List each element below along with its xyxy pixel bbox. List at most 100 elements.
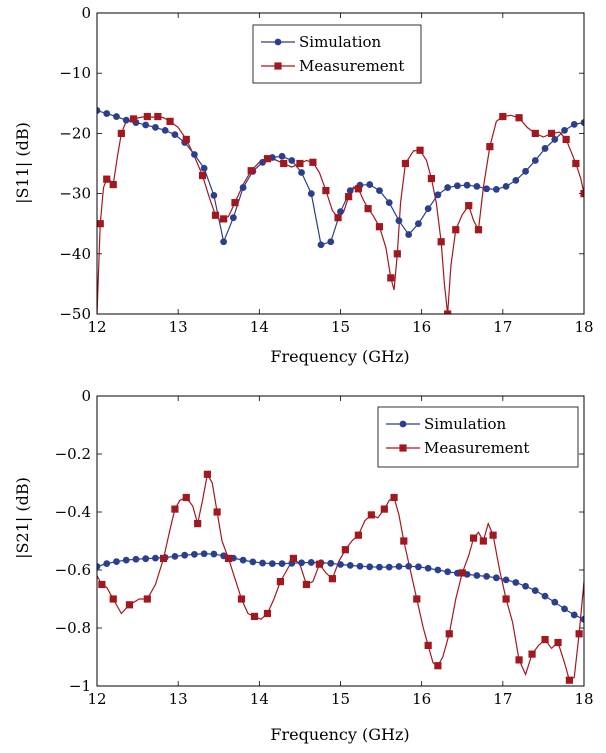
s11-legend: Simulation Measurement xyxy=(252,24,422,84)
s11-xtick-label: 15 xyxy=(331,318,350,336)
s11-simulation-point xyxy=(229,214,237,222)
s21-measurement-point xyxy=(575,630,583,638)
s21-simulation-point xyxy=(249,558,257,566)
legend-label: Measurement xyxy=(299,57,404,75)
s11-simulation-point xyxy=(453,182,461,190)
s21-simulation-point xyxy=(492,574,500,582)
s11-ylabel: |S11| (dB) xyxy=(13,122,32,204)
legend-marker xyxy=(274,62,282,70)
s21-measurement-point xyxy=(479,537,487,545)
s21-measurement-point xyxy=(470,534,478,542)
s21-measurement-point xyxy=(237,595,246,603)
s21-measurement-point xyxy=(171,505,179,513)
s11-measurement-point xyxy=(117,129,125,137)
s21-simulation-point xyxy=(561,605,568,613)
legend-label: Simulation xyxy=(299,33,382,51)
s21-measurement-point xyxy=(380,505,388,513)
s11-measurement-point xyxy=(109,180,117,189)
s11-measurement-point xyxy=(486,143,494,151)
s11-xtick-label: 16 xyxy=(412,318,431,336)
s11-simulation-point xyxy=(541,145,549,152)
s11-measurement-point xyxy=(452,226,460,234)
s21-simulation-point xyxy=(385,563,393,571)
s11-simulation-point xyxy=(376,187,383,194)
s11-measurement-point xyxy=(580,190,584,198)
s21-simulation-point xyxy=(122,556,130,564)
s21-xtick-label: 15 xyxy=(331,690,350,708)
s11-ytick-label: −10 xyxy=(59,64,91,82)
s11-measurement-point xyxy=(211,211,220,219)
legend-marker xyxy=(399,444,407,452)
s21-simulation-point xyxy=(512,579,520,586)
s11-xtick-label: 14 xyxy=(250,318,269,336)
s21-legend: Simulation Measurement xyxy=(377,406,579,468)
s11-measurement-point xyxy=(515,114,523,122)
s11-measurement-point xyxy=(562,135,570,144)
s11-xtick-label: 13 xyxy=(169,318,188,336)
s11-simulation-point xyxy=(317,241,325,249)
s11-measurement-point xyxy=(401,159,410,168)
s21-xtick-label: 14 xyxy=(250,690,269,708)
s21-xtick-label: 17 xyxy=(493,690,512,708)
s21-measurement-point xyxy=(203,470,211,478)
legend-label: Simulation xyxy=(424,415,507,433)
s11-measurement-point xyxy=(375,223,384,231)
s21-simulation-point xyxy=(171,552,179,560)
s21-xtick-label: 13 xyxy=(169,690,188,708)
s11-simulation-point xyxy=(463,181,471,189)
s11-simulation-point xyxy=(161,126,169,134)
s11-simulation-point xyxy=(522,167,529,175)
s21-ytick-label: −0.2 xyxy=(55,445,91,463)
s11-simulation-point xyxy=(288,157,296,164)
s21-simulation-point xyxy=(356,562,364,570)
s11-simulation-point xyxy=(220,238,228,246)
s11-simulation-point xyxy=(415,220,422,228)
chart-s21: |S21| (dB) Frequency (GHz) 12 13 14 15 16 17 1… xyxy=(13,387,594,744)
s21-xtick-label: 16 xyxy=(412,690,431,708)
s11-measurement-point xyxy=(97,220,104,228)
s11-xlabel: Frequency (GHz) xyxy=(270,347,409,366)
s21-simulation-point xyxy=(327,559,335,567)
s21-simulation-point xyxy=(570,611,578,619)
s21-measurement-point xyxy=(445,630,453,638)
s21-simulation-point xyxy=(346,561,354,569)
s11-measurement-point xyxy=(444,310,452,314)
s21-simulation-point xyxy=(424,564,432,572)
s21-simulation-point xyxy=(502,576,510,584)
s21-measurement-point xyxy=(194,520,202,528)
s11-measurement-point xyxy=(309,158,317,166)
s21-legend-entry-measurement: Measurement xyxy=(386,439,529,457)
s11-simulation-point xyxy=(385,199,393,207)
s21-measurement-line xyxy=(97,472,584,682)
s11-measurement-point xyxy=(393,250,401,258)
s11-ytick-label: −20 xyxy=(59,124,91,142)
s21-simulation-point xyxy=(415,563,422,571)
s11-simulation-point xyxy=(561,126,568,134)
s21-simulation-point xyxy=(113,558,120,565)
s21-simulation-point xyxy=(181,551,189,559)
s21-axes-frame xyxy=(96,395,585,687)
s21-simulation-point xyxy=(307,559,315,566)
s21-measurement-point xyxy=(213,508,221,516)
s21-simulation-point xyxy=(551,598,559,606)
s11-simulation-point xyxy=(424,205,432,213)
s21-measurement-point xyxy=(515,656,523,664)
legend-marker xyxy=(399,420,407,428)
s21-legend-box xyxy=(377,406,579,468)
s21-xtick-label: 12 xyxy=(87,690,106,708)
s21-measurement-point xyxy=(502,595,510,603)
s21-measurement-point xyxy=(367,511,375,519)
s11-simulation-point xyxy=(122,116,130,124)
s21-measurement-point xyxy=(276,578,285,586)
s21-simulation-point xyxy=(395,563,403,570)
s11-simulation-point xyxy=(395,217,403,225)
s21-simulation-point xyxy=(434,566,442,574)
s21-measurement-point xyxy=(528,650,536,658)
s11-measurement-point xyxy=(437,238,445,246)
s11-xtick-label: 12 xyxy=(87,318,106,336)
s21-simulation-point xyxy=(405,562,413,570)
s11-measurement-point xyxy=(474,226,483,234)
s11-measurement-point xyxy=(166,117,174,125)
s11-simulation-point xyxy=(152,123,159,131)
s21-ylabel: |S21| (dB) xyxy=(13,477,32,559)
